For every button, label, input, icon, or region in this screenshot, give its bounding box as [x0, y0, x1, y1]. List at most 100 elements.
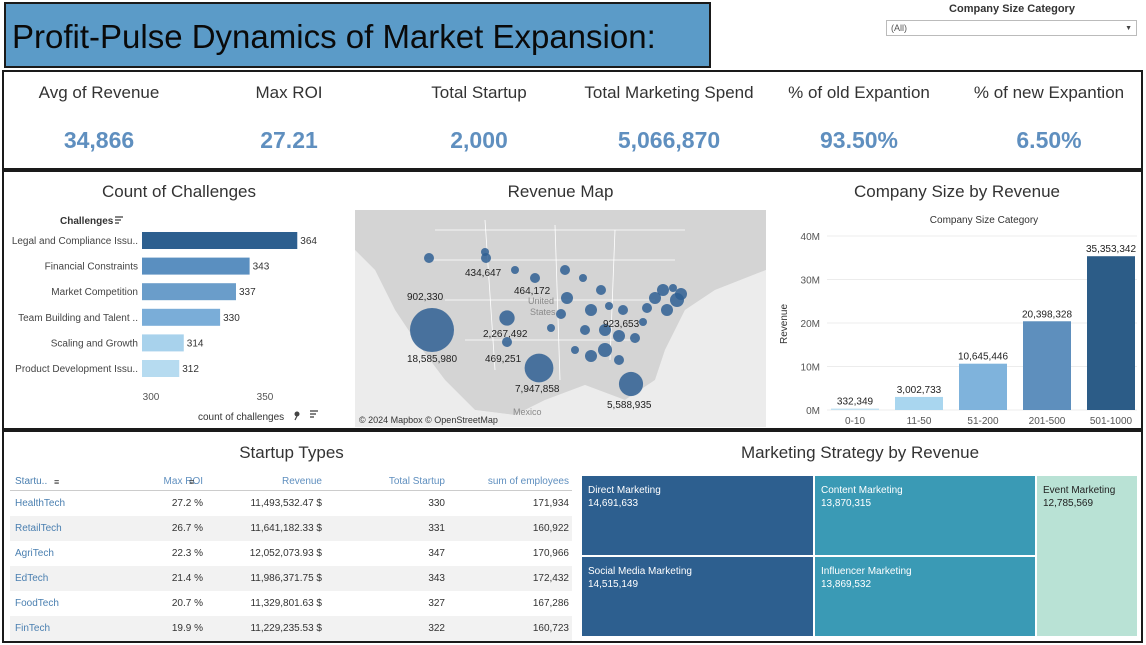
map-bubble[interactable] — [598, 343, 612, 357]
challenge-bar[interactable] — [142, 283, 236, 301]
revenue-map[interactable]: United States Mexico 18,585,980 7,947,858… — [355, 210, 766, 427]
map-bubble[interactable] — [561, 292, 573, 304]
column-header-revenue[interactable]: Revenue — [281, 476, 322, 487]
map-bubble[interactable] — [481, 253, 491, 263]
map-bubble[interactable] — [547, 324, 555, 332]
kpi-total-marketing-spend: Total Marketing Spend 5,066,870 — [574, 72, 764, 168]
column-header-total-startup[interactable]: Total Startup — [388, 476, 445, 487]
challenge-category-label: Market Competition — [51, 287, 138, 298]
map-bubble[interactable] — [560, 265, 570, 275]
map-bubble[interactable] — [530, 273, 540, 283]
sort-icon[interactable] — [310, 410, 318, 418]
treemap-tile-influencer[interactable]: Influencer Marketing 13,869,532 — [814, 556, 1036, 637]
tile-value: 14,515,149 — [588, 579, 639, 590]
challenge-bar[interactable] — [142, 308, 221, 326]
charts-panel: Count of Challenges Challenges 364 Legal … — [2, 170, 1143, 430]
cell-startup-type: AgriTech — [15, 548, 54, 559]
map-bubble[interactable] — [639, 318, 647, 326]
map-bubble[interactable] — [669, 284, 677, 292]
map-bubble[interactable] — [605, 302, 613, 310]
kpi-label: Max ROI — [255, 83, 323, 102]
map-bubble[interactable] — [642, 303, 652, 313]
column-header-employees[interactable]: sum of employees — [487, 476, 569, 487]
tile-name: Event Marketing — [1043, 485, 1116, 496]
table-row[interactable]: FinTech 19.9 % 11,229,235.53 $ 322 160,7… — [10, 616, 572, 641]
column-header-max-roi[interactable]: Max ROI — [163, 476, 203, 487]
cell-employees: 171,934 — [532, 498, 569, 509]
company-size-bar[interactable] — [1087, 256, 1135, 410]
company-size-bar[interactable] — [831, 408, 879, 410]
kpi-label: % of old Expantion — [788, 83, 930, 102]
company-size-subtitle: Company Size Category — [930, 215, 1038, 226]
pin-icon[interactable] — [294, 411, 300, 421]
map-bubble[interactable] — [580, 325, 590, 335]
map-bubble[interactable] — [661, 304, 673, 316]
map-bubble[interactable] — [657, 284, 669, 296]
map-bubble-label: 469,251 — [485, 354, 522, 365]
company-size-title: Company Size by Revenue — [853, 182, 1060, 201]
marketing-title: Marketing Strategy by Revenue — [740, 443, 980, 462]
map-bubble[interactable] — [618, 305, 628, 315]
map-bubble[interactable] — [579, 274, 587, 282]
chevron-down-icon[interactable]: ▼ — [1125, 25, 1132, 32]
treemap-tile-event[interactable]: Event Marketing 12,785,569 — [1036, 475, 1138, 637]
company-size-bar[interactable] — [895, 396, 943, 410]
table-row[interactable]: RetailTech 26.7 % 11,641,182.33 $ 331 16… — [10, 516, 572, 541]
sort-icon[interactable] — [115, 216, 123, 224]
company-size-y-tick: 20M — [801, 319, 820, 330]
map-bubble[interactable] — [424, 253, 434, 263]
tile-name: Social Media Marketing — [588, 566, 692, 577]
company-size-filter[interactable]: (All) ▼ — [886, 20, 1137, 36]
kpi-avg-revenue: Avg of Revenue 34,866 — [4, 72, 194, 168]
company-size-bar[interactable] — [1023, 321, 1071, 410]
map-bubble[interactable] — [675, 288, 687, 300]
company-size-y-tick: 30M — [801, 276, 820, 287]
challenge-bar[interactable] — [142, 232, 298, 249]
kpi-label: Total Marketing Spend — [584, 83, 754, 102]
map-bubble[interactable] — [596, 285, 606, 295]
column-header-startup[interactable]: Startu.. — [15, 476, 48, 487]
treemap-tile-social-media[interactable]: Social Media Marketing 14,515,149 — [581, 556, 814, 637]
treemap-tile-direct[interactable]: Direct Marketing 14,691,633 — [581, 475, 814, 556]
map-bubble[interactable] — [649, 292, 661, 304]
map-bubble[interactable] — [585, 304, 597, 316]
map-bubble[interactable] — [511, 266, 519, 274]
challenge-bar-value: 343 — [253, 262, 270, 273]
challenge-category-label: Financial Constraints — [45, 262, 138, 273]
sort-icon[interactable]: ≡ — [54, 477, 60, 487]
company-size-chart: Company Size Category Revenue 0M 10M 20M 30… — [779, 215, 1137, 427]
map-bubble[interactable] — [571, 346, 579, 354]
cell-max-roi: 19.9 % — [171, 623, 203, 634]
tile-value: 13,869,532 — [821, 579, 872, 590]
challenge-bar[interactable] — [142, 334, 184, 352]
kpi-value: 27.21 — [260, 127, 318, 153]
table-row[interactable]: HealthTech 27.2 % 11,493,532.47 $ 330 17… — [10, 491, 572, 516]
map-bubble[interactable] — [614, 355, 624, 365]
map-canvas: United States Mexico 18,585,980 7,947,858… — [355, 210, 766, 427]
challenge-bar[interactable] — [142, 360, 180, 377]
sort-icon[interactable]: ≡ — [189, 477, 195, 487]
kpi-value: 93.50% — [819, 127, 898, 153]
cell-max-roi: 20.7 % — [171, 598, 203, 609]
map-bubble[interactable] — [585, 350, 597, 362]
company-size-bar-value: 35,353,342 — [1086, 244, 1136, 255]
treemap-tile-content[interactable]: Content Marketing 13,870,315 — [814, 475, 1036, 556]
map-bubble[interactable] — [630, 333, 640, 343]
challenges-dim-label: Challenges — [60, 216, 114, 227]
cell-max-roi: 26.7 % — [171, 523, 203, 534]
map-bubble[interactable] — [499, 310, 515, 326]
map-bubble[interactable] — [410, 308, 454, 352]
map-bubble[interactable] — [556, 309, 566, 319]
map-bubble[interactable] — [524, 353, 554, 383]
map-bubble[interactable] — [502, 337, 512, 347]
table-row[interactable]: FoodTech 20.7 % 11,329,801.63 $ 327 167,… — [10, 591, 572, 616]
cell-total-startup: 330 — [428, 498, 445, 509]
company-size-bar[interactable] — [959, 363, 1007, 410]
map-bubble[interactable] — [613, 330, 625, 342]
tile-name: Direct Marketing — [588, 485, 661, 496]
table-row[interactable]: EdTech 21.4 % 11,986,371.75 $ 343 172,43… — [10, 566, 572, 591]
map-bubble[interactable] — [599, 324, 611, 336]
challenge-bar[interactable] — [142, 257, 250, 275]
map-bubble[interactable] — [618, 371, 644, 397]
table-row[interactable]: AgriTech 22.3 % 12,052,073.93 $ 347 170,… — [10, 541, 572, 566]
